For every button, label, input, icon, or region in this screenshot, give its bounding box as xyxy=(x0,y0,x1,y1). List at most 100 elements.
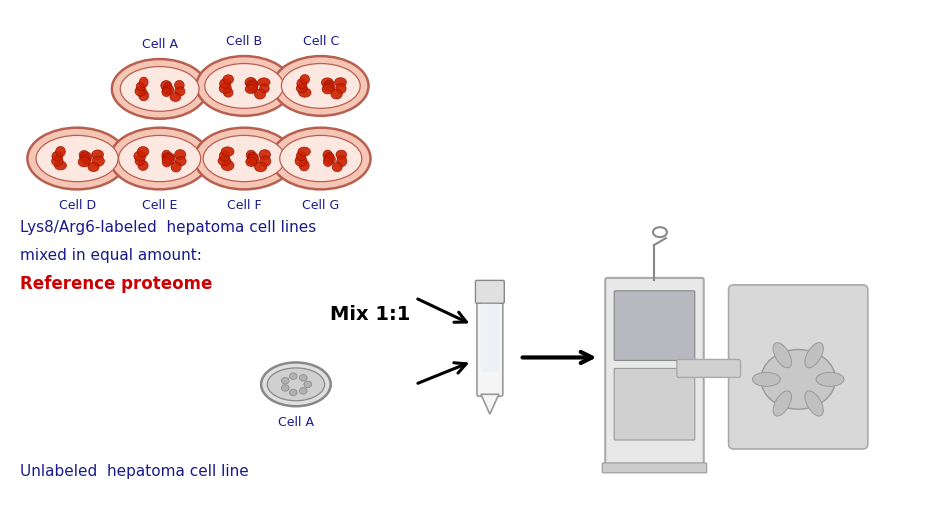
Ellipse shape xyxy=(91,156,104,166)
FancyBboxPatch shape xyxy=(614,291,695,361)
Text: Cell G: Cell G xyxy=(302,199,340,212)
Ellipse shape xyxy=(162,150,171,160)
Ellipse shape xyxy=(88,163,99,171)
Text: Unlabeled  hepatoma cell line: Unlabeled hepatoma cell line xyxy=(21,464,249,479)
FancyBboxPatch shape xyxy=(606,278,703,466)
Ellipse shape xyxy=(267,368,325,401)
Ellipse shape xyxy=(297,84,308,93)
Ellipse shape xyxy=(175,156,187,166)
Ellipse shape xyxy=(110,128,209,190)
Ellipse shape xyxy=(321,78,333,87)
Ellipse shape xyxy=(297,79,307,89)
Ellipse shape xyxy=(163,82,173,93)
Ellipse shape xyxy=(221,161,234,170)
Ellipse shape xyxy=(261,363,330,406)
Ellipse shape xyxy=(245,84,257,94)
Ellipse shape xyxy=(322,84,333,94)
Polygon shape xyxy=(480,394,499,414)
FancyBboxPatch shape xyxy=(477,298,503,396)
Ellipse shape xyxy=(247,82,258,92)
Ellipse shape xyxy=(56,147,65,157)
Text: Cell A: Cell A xyxy=(142,38,177,51)
Ellipse shape xyxy=(78,157,91,167)
Ellipse shape xyxy=(219,79,230,89)
FancyBboxPatch shape xyxy=(480,304,499,372)
Ellipse shape xyxy=(139,77,148,88)
Ellipse shape xyxy=(331,89,342,99)
Ellipse shape xyxy=(258,78,270,87)
Ellipse shape xyxy=(761,350,836,409)
FancyBboxPatch shape xyxy=(729,285,868,449)
Ellipse shape xyxy=(223,75,233,84)
Ellipse shape xyxy=(259,84,270,93)
Text: Cell A: Cell A xyxy=(278,416,313,429)
Ellipse shape xyxy=(337,156,347,166)
Ellipse shape xyxy=(194,128,294,190)
FancyBboxPatch shape xyxy=(614,368,695,440)
Ellipse shape xyxy=(170,93,181,102)
Text: Cell B: Cell B xyxy=(226,35,262,48)
Text: Reference proteome: Reference proteome xyxy=(21,275,213,293)
Ellipse shape xyxy=(135,156,145,165)
Ellipse shape xyxy=(162,88,171,96)
Ellipse shape xyxy=(282,64,360,108)
Ellipse shape xyxy=(259,156,271,166)
Text: Cell E: Cell E xyxy=(142,199,177,212)
Ellipse shape xyxy=(324,155,335,165)
Ellipse shape xyxy=(245,157,257,166)
Ellipse shape xyxy=(299,375,307,381)
Ellipse shape xyxy=(247,154,258,165)
Text: Mix 1:1: Mix 1:1 xyxy=(330,305,411,324)
Ellipse shape xyxy=(197,56,292,116)
Ellipse shape xyxy=(160,81,172,91)
Ellipse shape xyxy=(81,155,91,165)
Ellipse shape xyxy=(205,64,284,108)
Ellipse shape xyxy=(324,82,335,91)
Ellipse shape xyxy=(136,82,146,91)
Ellipse shape xyxy=(752,372,780,386)
Ellipse shape xyxy=(773,343,791,368)
FancyBboxPatch shape xyxy=(476,280,505,303)
Ellipse shape xyxy=(138,161,148,170)
Text: Cell F: Cell F xyxy=(227,199,261,212)
Ellipse shape xyxy=(332,162,342,171)
Ellipse shape xyxy=(805,343,823,368)
Ellipse shape xyxy=(336,83,346,94)
Ellipse shape xyxy=(255,162,267,172)
Ellipse shape xyxy=(255,89,266,99)
FancyBboxPatch shape xyxy=(603,463,706,473)
Ellipse shape xyxy=(289,373,297,380)
Ellipse shape xyxy=(298,147,311,156)
Ellipse shape xyxy=(219,83,231,93)
Ellipse shape xyxy=(296,152,306,161)
Ellipse shape xyxy=(289,389,297,396)
Ellipse shape xyxy=(299,160,309,171)
Ellipse shape xyxy=(27,128,127,190)
Ellipse shape xyxy=(51,156,63,166)
Ellipse shape xyxy=(282,385,289,391)
Ellipse shape xyxy=(304,381,312,387)
Ellipse shape xyxy=(174,87,185,96)
Ellipse shape xyxy=(120,66,199,111)
Ellipse shape xyxy=(118,135,201,182)
Ellipse shape xyxy=(773,391,791,416)
Text: Cell D: Cell D xyxy=(59,199,96,212)
Ellipse shape xyxy=(816,372,844,386)
FancyBboxPatch shape xyxy=(676,359,741,377)
Ellipse shape xyxy=(324,157,332,166)
Ellipse shape xyxy=(112,59,207,119)
Ellipse shape xyxy=(247,80,258,90)
Ellipse shape xyxy=(80,152,91,163)
Ellipse shape xyxy=(335,78,346,87)
Ellipse shape xyxy=(203,135,285,182)
Ellipse shape xyxy=(162,157,172,167)
Ellipse shape xyxy=(259,150,271,160)
Ellipse shape xyxy=(139,90,148,101)
Ellipse shape xyxy=(79,151,89,160)
Ellipse shape xyxy=(162,153,174,162)
Ellipse shape xyxy=(133,151,146,161)
Ellipse shape xyxy=(162,154,174,165)
Ellipse shape xyxy=(245,77,257,88)
Ellipse shape xyxy=(218,156,231,166)
Ellipse shape xyxy=(91,150,104,160)
